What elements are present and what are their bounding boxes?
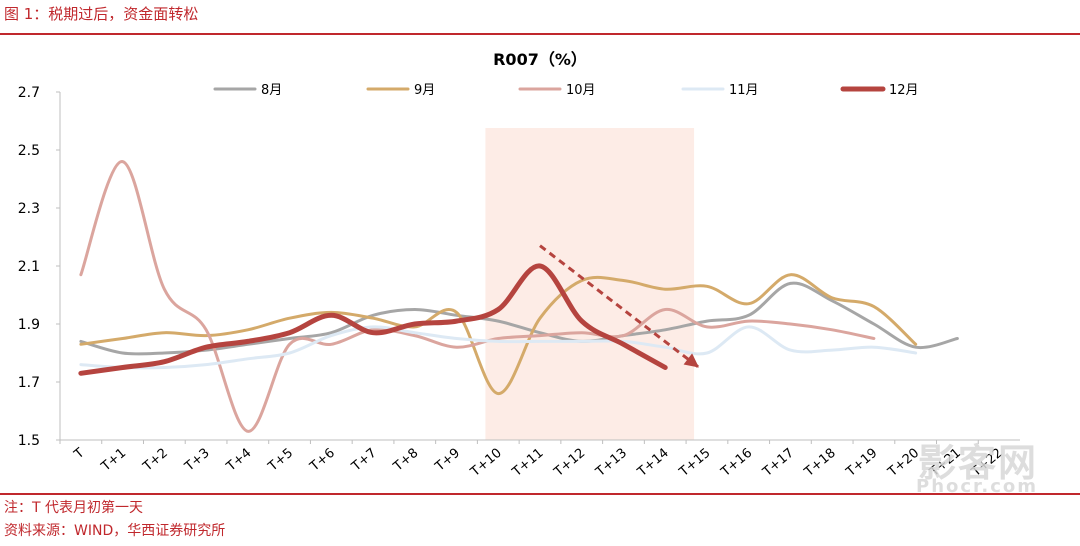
y-tick-label: 2.1 — [18, 259, 40, 275]
x-tick-label: T+12 — [551, 446, 589, 481]
legend-label-5: 12月 — [889, 83, 919, 98]
y-tick-label: 2.7 — [18, 85, 40, 101]
legend-label-4: 11月 — [729, 83, 759, 98]
figure-title: 图 1：税期过后，资金面转松 — [4, 5, 199, 23]
series-line-5 — [78, 263, 668, 376]
y-tick-label: 1.9 — [18, 317, 40, 333]
x-tick-label: T+15 — [676, 446, 714, 481]
y-tick-label: 2.5 — [18, 143, 40, 159]
x-tick-label: T+6 — [307, 446, 338, 476]
x-tick-label: T+18 — [801, 446, 839, 481]
x-tick-label: T+1 — [98, 446, 129, 476]
chart-title: R007（%） — [493, 50, 587, 69]
x-tick-label: T+11 — [509, 446, 547, 481]
legend-label-1: 8月 — [261, 83, 282, 98]
watermark-url: Phocr.com — [916, 476, 1038, 497]
series-line-1 — [79, 281, 959, 356]
footnote-source: 资料来源：WIND，华西证券研究所 — [4, 523, 226, 539]
x-tick-label: T — [71, 446, 88, 463]
y-tick-label: 2.3 — [18, 201, 40, 217]
footnote-note: 注：T 代表月初第一天 — [4, 500, 144, 516]
x-tick-label: T+9 — [432, 446, 463, 476]
trend-arrow-line — [539, 244, 700, 369]
x-tick-label: T+10 — [467, 446, 505, 481]
x-tick-label: T+2 — [140, 446, 171, 476]
x-tick-label: T+19 — [843, 446, 881, 481]
watermark-logo: 影客网 — [917, 441, 1038, 485]
series-line-4 — [79, 325, 918, 370]
legend-label-3: 10月 — [566, 83, 596, 98]
legend-label-2: 9月 — [414, 83, 435, 98]
trend-arrow-head — [683, 353, 699, 368]
x-tick-label: T+7 — [348, 446, 379, 476]
series-line-2 — [79, 273, 918, 396]
x-tick-label: T+17 — [759, 446, 797, 481]
x-tick-label: T+4 — [223, 446, 254, 476]
x-tick-label: T+13 — [593, 446, 631, 481]
x-tick-label: T+3 — [181, 446, 212, 476]
x-tick-label: T+5 — [265, 446, 296, 476]
series-line-3 — [79, 160, 876, 433]
top-rule — [0, 33, 1080, 35]
bottom-rule — [0, 493, 1080, 495]
y-tick-label: 1.7 — [18, 375, 40, 391]
x-tick-label: T+14 — [634, 446, 672, 481]
x-tick-label: T+16 — [718, 446, 756, 481]
x-tick-label: T+8 — [390, 446, 421, 476]
y-tick-label: 1.5 — [18, 433, 40, 449]
